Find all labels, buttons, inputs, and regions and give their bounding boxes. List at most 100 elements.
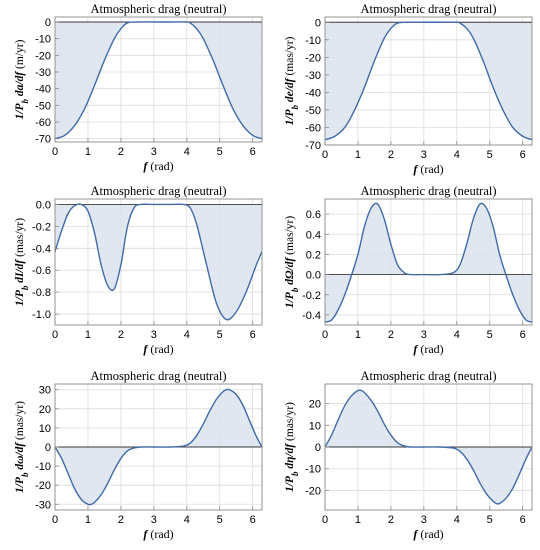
area-fill (55, 21, 262, 139)
series-line (54, 388, 263, 506)
x-tick-label: 2 (388, 329, 394, 341)
x-tick-label: 6 (520, 149, 526, 161)
y-tick-label: -50 (35, 100, 51, 112)
y-tick-label: -10 (35, 34, 51, 46)
chart-title: Atmospheric drag (neutral) (360, 369, 496, 383)
x-tick-label: 4 (184, 514, 190, 526)
y-tick-label: -20 (35, 50, 51, 62)
x-axis-label: f (rad) (143, 342, 173, 356)
x-tick-label: 4 (454, 149, 460, 161)
x-tick-label: 2 (388, 149, 394, 161)
x-tick-label: 4 (454, 514, 460, 526)
x-tick-label: 2 (388, 514, 394, 526)
y-tick-label: 10 (309, 420, 321, 432)
y-axis-label: 1/Pb dη/df (mas/yr) (284, 402, 300, 492)
plot-frame (324, 198, 533, 326)
y-tick-label: 30 (39, 385, 51, 397)
y-tick-label: 20 (309, 399, 321, 411)
y-tick-label: -50 (305, 105, 321, 117)
x-tick-label: 5 (487, 329, 493, 341)
y-tick-label: -20 (305, 485, 321, 497)
x-tick-label: 1 (85, 146, 91, 158)
x-tick-label: 3 (421, 514, 427, 526)
x-axis-label: f (rad) (143, 159, 173, 173)
x-tick-label: 0 (52, 329, 58, 341)
y-tick-label: -60 (305, 122, 321, 134)
x-axis-label: f (rad) (413, 342, 443, 356)
y-tick-label: -30 (35, 499, 51, 511)
x-axis-label: f (rad) (413, 527, 443, 541)
chart-title: Atmospheric drag (neutral) (90, 184, 226, 198)
chart-panel-2: Atmospheric drag (neutral) 0 1 2 3 4 5 6 0 -10 -20… (284, 2, 533, 176)
y-tick-label: -0.2 (302, 290, 321, 302)
x-tick-label: 5 (217, 514, 223, 526)
y-tick-label: 0.0 (36, 199, 51, 211)
x-tick-label: 3 (151, 329, 157, 341)
y-tick-label: 0 (45, 442, 51, 454)
y-tick-label: -0.2 (32, 221, 51, 233)
y-axis-label: 1/Pb de/df (mas/yr) (284, 36, 300, 125)
y-tick-label: -0.8 (32, 287, 51, 299)
chart-panel-3: Atmospheric drag (neutral) 0 1 2 3 4 5 6 0.0 -0.2… (14, 184, 263, 356)
chart-panel-4: Atmospheric drag (neutral) 0 1 2 3 4 5 6 0.6 0.4 0… (284, 184, 533, 356)
y-tick-label: -40 (305, 87, 321, 99)
y-axis-label: 1/Pb dΩ/df (mas/yr) (284, 216, 300, 308)
chart-title: Atmospheric drag (neutral) (360, 2, 496, 16)
x-tick-label: 5 (217, 146, 223, 158)
x-axis-label: f (rad) (413, 162, 443, 176)
area-fill (55, 204, 262, 320)
y-tick-label: 20 (39, 404, 51, 416)
x-tick-label: 2 (118, 514, 124, 526)
chart-title: Atmospheric drag (neutral) (90, 369, 226, 383)
y-tick-label: 0.4 (306, 229, 321, 241)
y-tick-label: 0 (315, 442, 321, 454)
x-tick-label: 6 (250, 514, 256, 526)
y-tick-label: -10 (35, 461, 51, 473)
y-tick-label: -0.4 (302, 310, 321, 322)
x-tick-label: 0 (52, 514, 58, 526)
plot-frame (54, 16, 263, 143)
y-axis-label: 1/Pb da/df (m/yr) (14, 39, 30, 119)
y-tick-label: -0.6 (32, 265, 51, 277)
series-line (324, 21, 533, 141)
y-tick-label: -20 (305, 52, 321, 64)
y-tick-label: -0.4 (32, 243, 51, 255)
x-tick-label: 5 (487, 514, 493, 526)
x-tick-label: 5 (487, 149, 493, 161)
x-tick-label: 0 (52, 146, 58, 158)
y-tick-label: -60 (35, 117, 51, 129)
x-tick-label: 6 (520, 329, 526, 341)
y-tick-label: -10 (305, 464, 321, 476)
x-tick-label: 6 (250, 329, 256, 341)
y-tick-label: -30 (35, 67, 51, 79)
x-tick-label: 3 (151, 146, 157, 158)
y-tick-label: 0.0 (306, 270, 321, 282)
x-tick-label: 6 (250, 146, 256, 158)
y-tick-label: 0.6 (306, 209, 321, 221)
y-tick-label: -20 (35, 480, 51, 492)
x-tick-label: 4 (184, 146, 190, 158)
y-tick-label: -30 (305, 70, 321, 82)
x-tick-label: 0 (322, 149, 328, 161)
area-fill (325, 203, 532, 322)
plot-frame (54, 198, 263, 326)
x-tick-label: 1 (85, 514, 91, 526)
y-tick-label: 0 (315, 17, 321, 29)
chart-panel-1: Atmospheric drag (neutral) 0 1 2 3 4 5 6 0 -10 -20… (14, 2, 263, 173)
x-tick-label: 5 (217, 329, 223, 341)
x-tick-label: 1 (355, 329, 361, 341)
y-tick-label: -70 (305, 140, 321, 152)
x-tick-label: 3 (421, 329, 427, 341)
y-tick-label: -10 (305, 35, 321, 47)
plot-frame (324, 16, 533, 146)
x-axis-label: f (rad) (143, 527, 173, 541)
y-axis-label: 1/Pb dI/df (mas/yr) (14, 218, 30, 306)
chart-panel-5: Atmospheric drag (neutral) 0 1 2 3 4 5 6 30 20 10 0… (14, 369, 263, 541)
area-fill (325, 22, 532, 140)
x-tick-label: 1 (85, 329, 91, 341)
series-line (54, 21, 263, 140)
chart-panel-6: Atmospheric drag (neutral) 0 1 2 3 4 5 6 20 10 0 -1… (284, 369, 533, 541)
series-line (324, 389, 533, 505)
y-tick-label: -70 (35, 134, 51, 146)
